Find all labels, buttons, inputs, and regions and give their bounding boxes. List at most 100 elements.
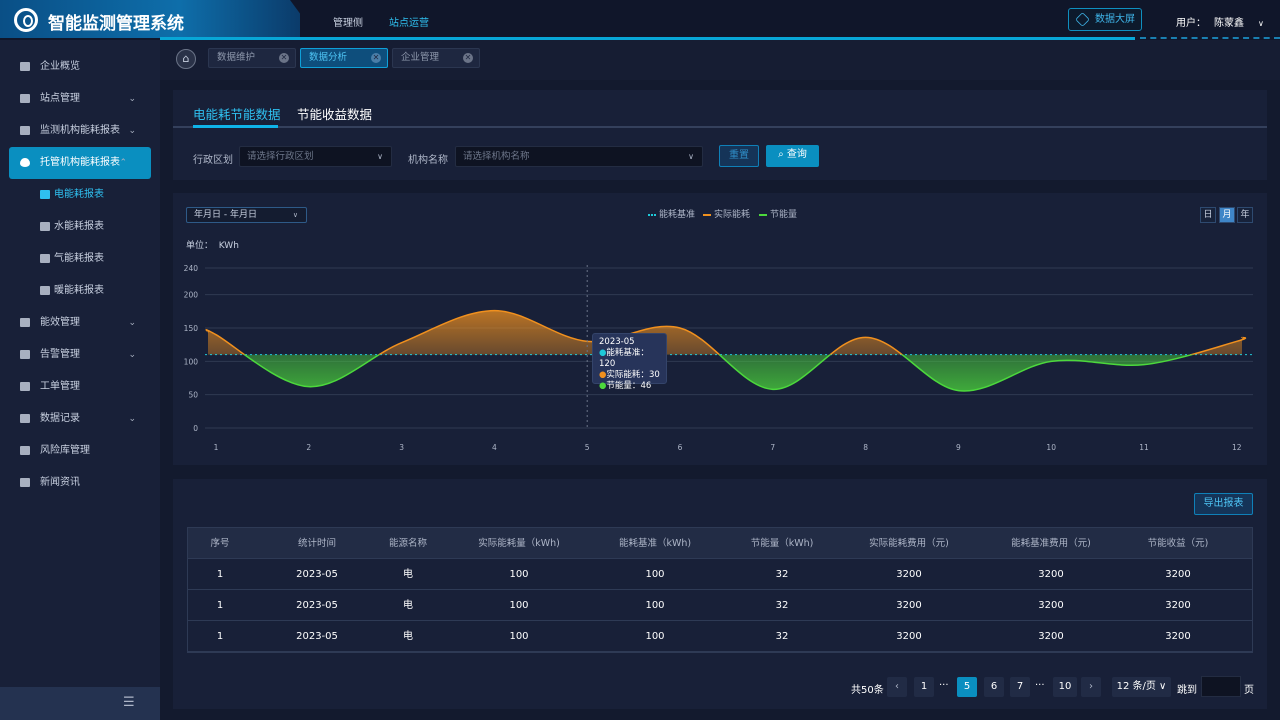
chevron-icon: ⌄	[128, 318, 136, 328]
tab-electric-saving[interactable]: 电能耗节能数据	[193, 107, 281, 122]
sidebar-item-9[interactable]: 告警管理 ⌄	[0, 339, 160, 371]
sidebar-item-8[interactable]: 能效管理 ⌄	[0, 307, 160, 339]
tooltip-value: 46	[640, 381, 652, 391]
period-year-button[interactable]: 年	[1237, 207, 1253, 223]
legend-saving[interactable]: 节能量	[759, 207, 797, 220]
org-label: 机构名称	[408, 155, 448, 166]
page-5[interactable]: 5	[957, 677, 977, 697]
export-report-button[interactable]: 导出报表	[1194, 493, 1253, 515]
sidebar-item-label: 告警管理	[40, 349, 80, 360]
sidebar-item-1[interactable]: 站点管理 ⌄	[0, 83, 160, 115]
search-icon: ⌕	[778, 149, 784, 160]
close-icon[interactable]: ✕	[463, 53, 473, 63]
monitor-icon	[20, 94, 30, 103]
sidebar-item-label: 数据记录	[40, 413, 80, 424]
table-cell: 2023-05	[296, 600, 338, 611]
table-row: 1 2023-05 电 100 100 32 3200 3200 3200	[188, 559, 1252, 590]
page-unit-label: 页	[1244, 685, 1254, 696]
table-cell: 1	[216, 569, 224, 580]
tab-saving-revenue[interactable]: 节能收益数据	[297, 107, 373, 122]
legend-label: 能耗基准	[659, 210, 696, 220]
prev-page-button[interactable]: ‹	[887, 677, 907, 697]
sidebar-item-7[interactable]: 暖能耗报表	[0, 275, 160, 307]
server-icon	[40, 286, 50, 295]
chevron-icon: ⌄	[128, 414, 136, 424]
sidebar-item-5[interactable]: 水能耗报表	[0, 211, 160, 243]
x-tick-label: 9	[956, 443, 961, 452]
nav-station-ops[interactable]: 站点运营	[389, 18, 429, 29]
legend-baseline[interactable]: 能耗基准	[648, 207, 695, 220]
close-icon[interactable]: ✕	[279, 53, 289, 63]
warning-icon	[20, 414, 30, 423]
page-tab-data-analysis[interactable]: 数据分析 ✕	[300, 48, 388, 68]
query-label: 查询	[786, 149, 807, 160]
sidebar-item-12[interactable]: 风险库管理	[0, 435, 160, 467]
chevron-icon: ⌄	[128, 126, 136, 136]
period-month-button[interactable]: 月	[1219, 207, 1235, 223]
reset-button[interactable]: 重置	[719, 145, 759, 167]
query-button[interactable]: ⌕ 查询	[766, 145, 819, 167]
tooltip-row-saving: ●节能量：46	[599, 381, 652, 391]
sidebar-item-0[interactable]: 企业概览	[0, 51, 160, 83]
y-tick-label: 200	[184, 291, 199, 300]
big-screen-button[interactable]: 数据大屏	[1068, 8, 1142, 31]
table-cell: 3200	[896, 600, 922, 611]
collapse-menu-icon[interactable]: ☰	[123, 695, 135, 710]
page-7[interactable]: 7	[1010, 677, 1030, 697]
page-tab-enterprise[interactable]: 企业管理 ✕	[392, 48, 480, 68]
table-cell: 32	[775, 600, 789, 611]
page-size-select[interactable]: 12 条/页 ∨	[1112, 677, 1171, 697]
sidebar-item-6[interactable]: 气能耗报表	[0, 243, 160, 275]
sidebar-item-2[interactable]: 监测机构能耗报表 ⌄	[0, 115, 160, 147]
tooltip-row-actual: ●实际能耗：30	[599, 370, 660, 380]
home-icon[interactable]: ⌂	[176, 49, 196, 69]
y-tick-label: 240	[184, 264, 199, 273]
table-header: 序号 统计时间 能源名称 实际能耗量（kWh) 能耗基准（kWh) 节能量（kWh) 实际能…	[188, 528, 1252, 559]
sidebar-item-13[interactable]: 新闻资讯	[0, 467, 160, 499]
sidebar-item-10[interactable]: 工单管理	[0, 371, 160, 403]
table-cell: 100	[509, 631, 529, 642]
table-cell: 32	[775, 569, 789, 580]
region-select[interactable]: 请选择行政区划 ∨	[239, 146, 392, 167]
sidebar-item-label: 监测机构能耗报表	[40, 125, 120, 136]
server-icon	[20, 126, 30, 135]
monitor-icon	[20, 62, 30, 71]
nav-admin[interactable]: 管理侧	[333, 18, 363, 29]
period-day-button[interactable]: 日	[1200, 207, 1216, 223]
org-select[interactable]: 请选择机构名称 ∨	[455, 146, 703, 167]
logo-icon	[14, 8, 38, 32]
table-cell: 32	[775, 631, 789, 642]
user-label: 用户：	[1176, 18, 1206, 29]
tooltip-value: 120	[599, 359, 616, 369]
y-tick-label: 100	[184, 357, 199, 366]
sidebar-item-label: 水能耗报表	[54, 221, 104, 232]
table-row: 1 2023-05 电 100 100 32 3200 3200 3200	[188, 621, 1252, 652]
x-tick-label: 6	[678, 443, 683, 452]
sidebar-item-11[interactable]: 数据记录 ⌄	[0, 403, 160, 435]
page-tab-data-maintenance[interactable]: 数据维护 ✕	[208, 48, 296, 68]
region-label: 行政区划	[193, 155, 233, 166]
sidebar-item-4[interactable]: 电能耗报表	[0, 179, 160, 211]
legend-label: 实际能耗	[714, 210, 751, 220]
table-cell: 100	[509, 569, 529, 580]
org-placeholder: 请选择机构名称	[463, 151, 530, 162]
date-range-picker[interactable]: 年月日 - 年月日 ∨	[186, 207, 307, 223]
legend-actual[interactable]: 实际能耗	[703, 207, 750, 220]
user-name: 陈蒙鑫	[1214, 18, 1244, 29]
user-menu[interactable]: 用户： 陈蒙鑫 ∨	[1176, 14, 1264, 29]
x-tick-label: 4	[492, 443, 497, 452]
page-6[interactable]: 6	[984, 677, 1004, 697]
page-10[interactable]: 10	[1053, 677, 1077, 697]
close-icon[interactable]: ✕	[371, 53, 381, 63]
chevron-down-icon: ∨	[292, 211, 298, 219]
next-page-button[interactable]: ›	[1081, 677, 1101, 697]
table-cell: 3200	[1165, 569, 1191, 580]
jump-page-input[interactable]	[1201, 676, 1241, 697]
table-cell: 1	[216, 600, 224, 611]
sidebar-item-label: 暖能耗报表	[54, 285, 104, 296]
chart-tooltip: 2023-05 ●能耗基准：120 ●实际能耗：30 ●节能量：46	[592, 333, 667, 391]
page-1[interactable]: 1	[914, 677, 934, 697]
sidebar-item-3[interactable]: 托管机构能耗报表 ⌃	[9, 147, 151, 179]
server-icon	[40, 190, 50, 199]
